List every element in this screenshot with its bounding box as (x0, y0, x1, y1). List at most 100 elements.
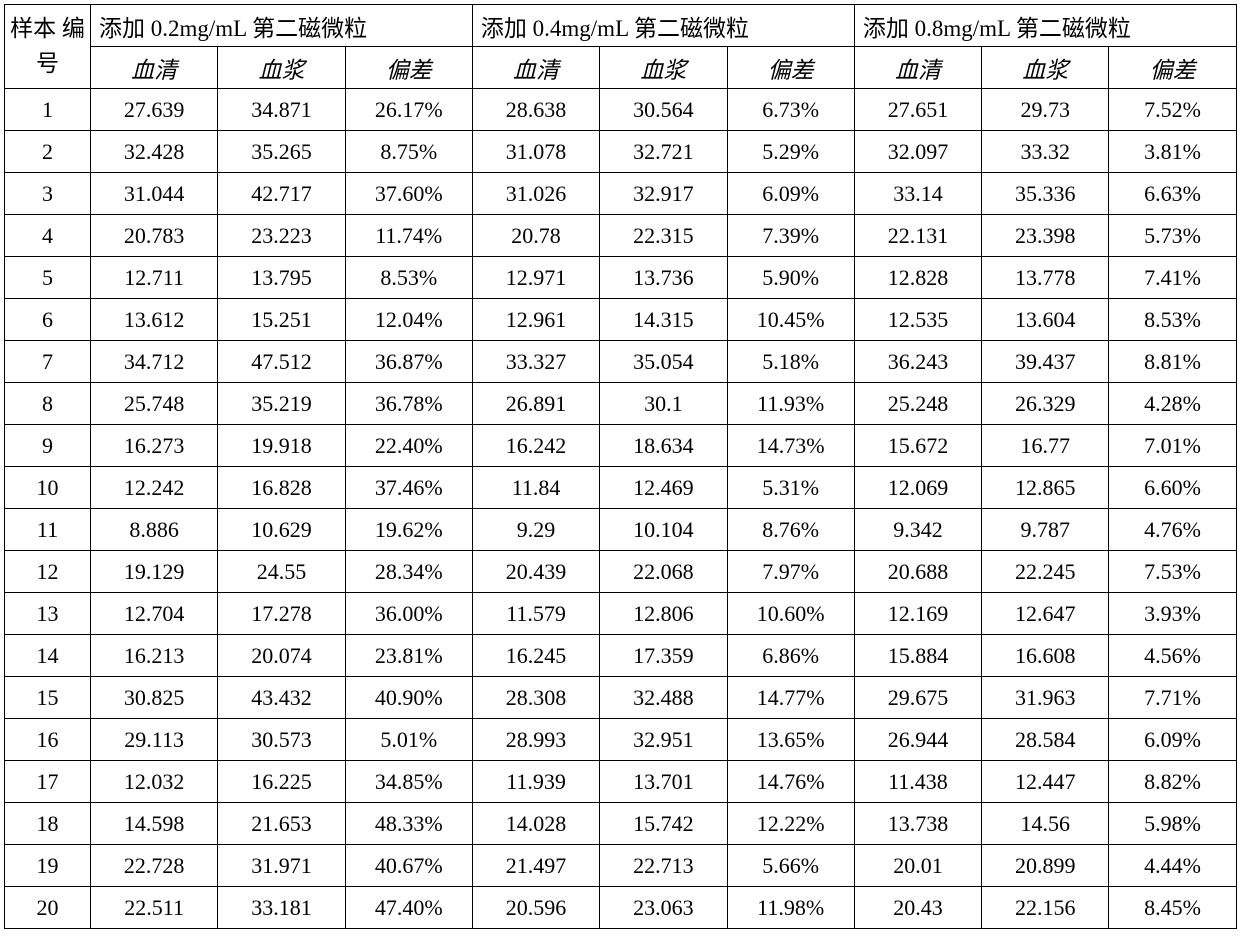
cell-g1-2: 12.22% (727, 803, 854, 845)
row-id: 10 (5, 467, 91, 509)
cell-g1-1: 35.054 (600, 341, 727, 383)
cell-g1-2: 11.93% (727, 383, 854, 425)
cell-g2-0: 12.535 (854, 299, 981, 341)
table-row: 420.78323.22311.74%20.7822.3157.39%22.13… (5, 215, 1237, 257)
cell-g0-2: 40.90% (345, 677, 472, 719)
cell-g2-1: 14.56 (982, 803, 1109, 845)
cell-g1-2: 10.60% (727, 593, 854, 635)
cell-g0-0: 22.728 (91, 845, 218, 887)
cell-g1-1: 30.564 (600, 89, 727, 131)
cell-g0-2: 8.75% (345, 131, 472, 173)
cell-g2-0: 33.14 (854, 173, 981, 215)
cell-g1-0: 20.439 (472, 551, 599, 593)
cell-g0-0: 13.612 (91, 299, 218, 341)
cell-g2-1: 12.447 (982, 761, 1109, 803)
cell-g0-2: 48.33% (345, 803, 472, 845)
cell-g2-0: 26.944 (854, 719, 981, 761)
cell-g0-1: 13.795 (218, 257, 345, 299)
cell-g0-1: 19.918 (218, 425, 345, 467)
cell-g1-1: 23.063 (600, 887, 727, 929)
cell-g2-0: 36.243 (854, 341, 981, 383)
cell-g2-2: 6.09% (1109, 719, 1236, 761)
row-id: 20 (5, 887, 91, 929)
data-table: 样本 编号 添加 0.2mg/mL 第二磁微粒 添加 0.4mg/mL 第二磁微… (4, 4, 1237, 929)
cell-g1-1: 30.1 (600, 383, 727, 425)
cell-g1-0: 11.939 (472, 761, 599, 803)
table-row: 916.27319.91822.40%16.24218.63414.73%15.… (5, 425, 1237, 467)
cell-g0-1: 16.828 (218, 467, 345, 509)
cell-g1-0: 31.078 (472, 131, 599, 173)
cell-g2-1: 26.329 (982, 383, 1109, 425)
cell-g1-1: 32.488 (600, 677, 727, 719)
cell-g2-0: 20.688 (854, 551, 981, 593)
cell-g2-2: 7.71% (1109, 677, 1236, 719)
cell-g1-1: 13.736 (600, 257, 727, 299)
cell-g2-0: 12.069 (854, 467, 981, 509)
cell-g2-1: 16.608 (982, 635, 1109, 677)
cell-g0-1: 31.971 (218, 845, 345, 887)
row-id: 14 (5, 635, 91, 677)
cell-g2-0: 12.169 (854, 593, 981, 635)
cell-g2-0: 32.097 (854, 131, 981, 173)
cell-g1-2: 6.86% (727, 635, 854, 677)
table-row: 2022.51133.18147.40%20.59623.06311.98%20… (5, 887, 1237, 929)
cell-g2-2: 7.41% (1109, 257, 1236, 299)
table-row: 1814.59821.65348.33%14.02815.74212.22%13… (5, 803, 1237, 845)
cell-g0-1: 47.512 (218, 341, 345, 383)
cell-g1-2: 14.77% (727, 677, 854, 719)
cell-g0-0: 32.428 (91, 131, 218, 173)
cell-g1-1: 17.359 (600, 635, 727, 677)
cell-g2-1: 9.787 (982, 509, 1109, 551)
header-row-2: 血清 血浆 偏差 血清 血浆 偏差 血清 血浆 偏差 (5, 47, 1237, 89)
subcol-g2-1: 血浆 (982, 47, 1109, 89)
table-row: 825.74835.21936.78%26.89130.111.93%25.24… (5, 383, 1237, 425)
cell-g0-0: 8.886 (91, 509, 218, 551)
cell-g0-0: 12.242 (91, 467, 218, 509)
cell-g1-0: 11.579 (472, 593, 599, 635)
cell-g1-1: 14.315 (600, 299, 727, 341)
cell-g0-2: 5.01% (345, 719, 472, 761)
cell-g1-1: 22.713 (600, 845, 727, 887)
cell-g0-2: 36.78% (345, 383, 472, 425)
cell-g1-0: 20.596 (472, 887, 599, 929)
cell-g1-0: 26.891 (472, 383, 599, 425)
cell-g0-2: 11.74% (345, 215, 472, 257)
subcol-g1-0: 血清 (472, 47, 599, 89)
cell-g1-2: 7.39% (727, 215, 854, 257)
cell-g1-2: 14.76% (727, 761, 854, 803)
table-row: 118.88610.62919.62%9.2910.1048.76%9.3429… (5, 509, 1237, 551)
table-row: 1530.82543.43240.90%28.30832.48814.77%29… (5, 677, 1237, 719)
cell-g1-0: 28.993 (472, 719, 599, 761)
cell-g0-1: 20.074 (218, 635, 345, 677)
cell-g2-0: 25.248 (854, 383, 981, 425)
cell-g1-1: 12.806 (600, 593, 727, 635)
row-id: 13 (5, 593, 91, 635)
cell-g0-0: 19.129 (91, 551, 218, 593)
cell-g2-0: 29.675 (854, 677, 981, 719)
header-row-1: 样本 编号 添加 0.2mg/mL 第二磁微粒 添加 0.4mg/mL 第二磁微… (5, 5, 1237, 47)
cell-g0-1: 21.653 (218, 803, 345, 845)
row-id: 6 (5, 299, 91, 341)
cell-g2-2: 4.44% (1109, 845, 1236, 887)
cell-g1-0: 28.308 (472, 677, 599, 719)
cell-g2-1: 39.437 (982, 341, 1109, 383)
cell-g2-0: 20.01 (854, 845, 981, 887)
cell-g2-2: 8.82% (1109, 761, 1236, 803)
cell-g1-2: 6.73% (727, 89, 854, 131)
cell-g1-0: 12.961 (472, 299, 599, 341)
cell-g1-0: 9.29 (472, 509, 599, 551)
cell-g0-0: 25.748 (91, 383, 218, 425)
cell-g0-2: 36.00% (345, 593, 472, 635)
cell-g0-1: 24.55 (218, 551, 345, 593)
cell-g1-2: 11.98% (727, 887, 854, 929)
cell-g1-0: 14.028 (472, 803, 599, 845)
table-row: 232.42835.2658.75%31.07832.7215.29%32.09… (5, 131, 1237, 173)
cell-g1-1: 32.951 (600, 719, 727, 761)
cell-g2-1: 23.398 (982, 215, 1109, 257)
table-row: 1416.21320.07423.81%16.24517.3596.86%15.… (5, 635, 1237, 677)
cell-g2-2: 4.28% (1109, 383, 1236, 425)
cell-g2-1: 13.604 (982, 299, 1109, 341)
cell-g0-0: 27.639 (91, 89, 218, 131)
cell-g0-2: 47.40% (345, 887, 472, 929)
cell-g1-2: 5.31% (727, 467, 854, 509)
